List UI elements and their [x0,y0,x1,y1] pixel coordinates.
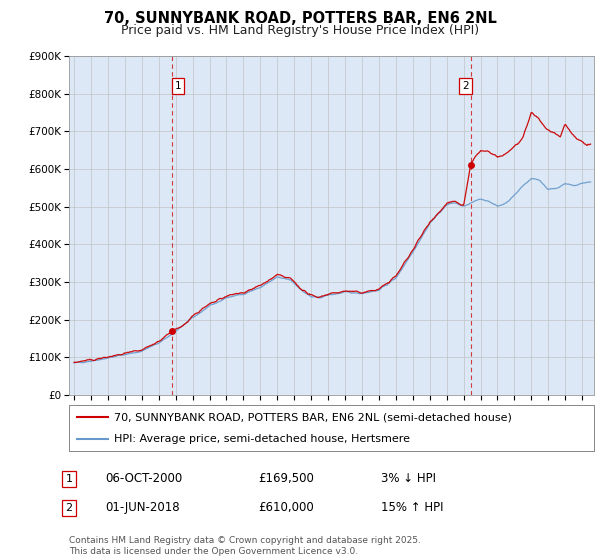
Text: £169,500: £169,500 [258,472,314,486]
Text: 70, SUNNYBANK ROAD, POTTERS BAR, EN6 2NL: 70, SUNNYBANK ROAD, POTTERS BAR, EN6 2NL [104,11,496,26]
Text: 2: 2 [65,503,73,513]
Text: 15% ↑ HPI: 15% ↑ HPI [381,501,443,515]
Text: 70, SUNNYBANK ROAD, POTTERS BAR, EN6 2NL (semi-detached house): 70, SUNNYBANK ROAD, POTTERS BAR, EN6 2NL… [113,412,511,422]
Point [167,326,176,335]
Text: 01-JUN-2018: 01-JUN-2018 [105,501,179,515]
Point [466,161,476,170]
Text: 1: 1 [65,474,73,484]
Text: Price paid vs. HM Land Registry's House Price Index (HPI): Price paid vs. HM Land Registry's House … [121,24,479,36]
Text: HPI: Average price, semi-detached house, Hertsmere: HPI: Average price, semi-detached house,… [113,435,410,444]
Text: 2: 2 [462,81,469,91]
Text: Contains HM Land Registry data © Crown copyright and database right 2025.
This d: Contains HM Land Registry data © Crown c… [69,536,421,556]
Text: 06-OCT-2000: 06-OCT-2000 [105,472,182,486]
Text: 1: 1 [175,81,182,91]
Text: £610,000: £610,000 [258,501,314,515]
Text: 3% ↓ HPI: 3% ↓ HPI [381,472,436,486]
